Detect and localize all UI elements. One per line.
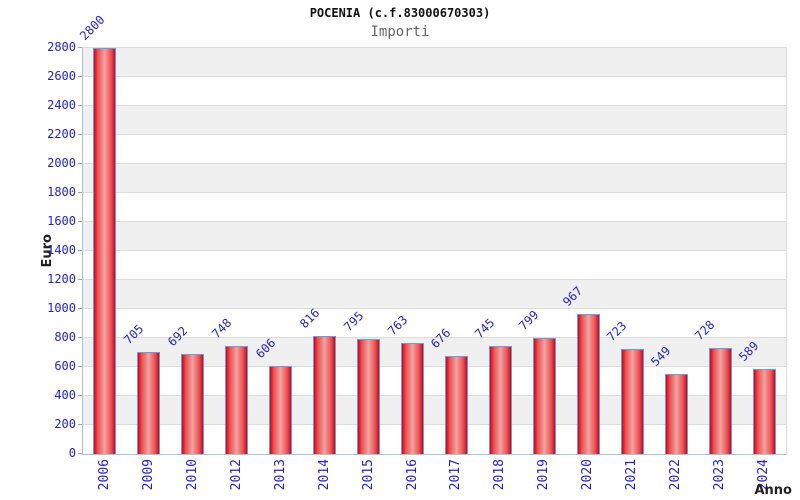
plot-band [83,77,786,106]
chart-subtitle: Importi [370,24,430,40]
y-tick-label: 1000 [47,301,76,315]
plot-band [83,48,786,77]
bar [357,338,381,454]
plot-band [83,193,786,222]
y-tick-mark [78,308,82,309]
y-tick-label: 1600 [47,214,76,228]
plot-band [83,251,786,280]
x-tick-label: 2014 [316,459,332,491]
x-tick-label: 2018 [492,459,508,491]
y-tick-label: 2600 [47,69,76,83]
x-tick-label: 2016 [404,459,420,491]
y-tick-mark [78,47,82,48]
bar [137,351,161,454]
bar [444,355,468,454]
plot-band [83,135,786,164]
bar [401,343,425,454]
y-tick-mark [78,163,82,164]
x-tick-label: 2006 [96,459,112,491]
y-tick-label: 2000 [47,156,76,170]
y-tick-mark [78,250,82,251]
y-tick-mark [78,76,82,77]
bar [708,348,732,454]
x-tick-label: 2009 [140,459,156,491]
bar [532,338,556,454]
y-tick-label: 1200 [47,272,76,286]
bar [269,366,293,454]
bar [488,345,512,454]
x-tick-label: 2017 [448,459,464,491]
x-tick-label: 2021 [624,459,640,491]
y-tick-label: 800 [54,330,76,344]
y-tick-label: 0 [68,446,76,460]
y-tick-mark [78,134,82,135]
y-tick-label: 600 [54,359,76,373]
bar [225,345,249,454]
bar [576,313,600,454]
y-tick-label: 1800 [47,185,76,199]
plot-band [83,164,786,193]
chart-title: POCENIA (c.f.83000670303) [309,6,491,20]
y-tick-mark [78,192,82,193]
x-tick-label: 2012 [228,459,244,491]
x-axis-title: Anno [754,483,792,498]
plot-band [83,222,786,251]
bar [664,374,688,454]
y-tick-label: 1400 [47,243,76,257]
plot-band [83,367,786,396]
x-tick-label: 2020 [580,459,596,491]
x-tick-label: 2023 [712,459,728,491]
y-tick-label: 400 [54,388,76,402]
y-tick-mark [78,395,82,396]
y-tick-label: 2800 [47,40,76,54]
bar [93,48,117,454]
x-tick-label: 2019 [536,459,552,491]
y-tick-mark [78,105,82,106]
plot-band [83,280,786,309]
x-tick-label: 2013 [272,459,288,491]
bar [181,353,205,454]
bar [620,349,644,454]
y-tick-label: 2400 [47,98,76,112]
plot-band [83,309,786,338]
y-tick-label: 200 [54,417,76,431]
x-tick-label: 2015 [360,459,376,491]
x-tick-label: 2022 [668,459,684,491]
bar [313,335,337,454]
y-tick-label: 2200 [47,127,76,141]
y-tick-mark [78,221,82,222]
bar [752,368,776,454]
y-tick-mark [78,424,82,425]
x-tick-label: 2010 [184,459,200,491]
plot-area: 2800 705 692 748 606 816 795 763 676 745 799 967 723… [77,13,787,455]
y-tick-mark [78,279,82,280]
y-tick-mark [78,337,82,338]
plot-band [83,106,786,135]
y-tick-mark [78,453,82,454]
y-tick-mark [78,366,82,367]
